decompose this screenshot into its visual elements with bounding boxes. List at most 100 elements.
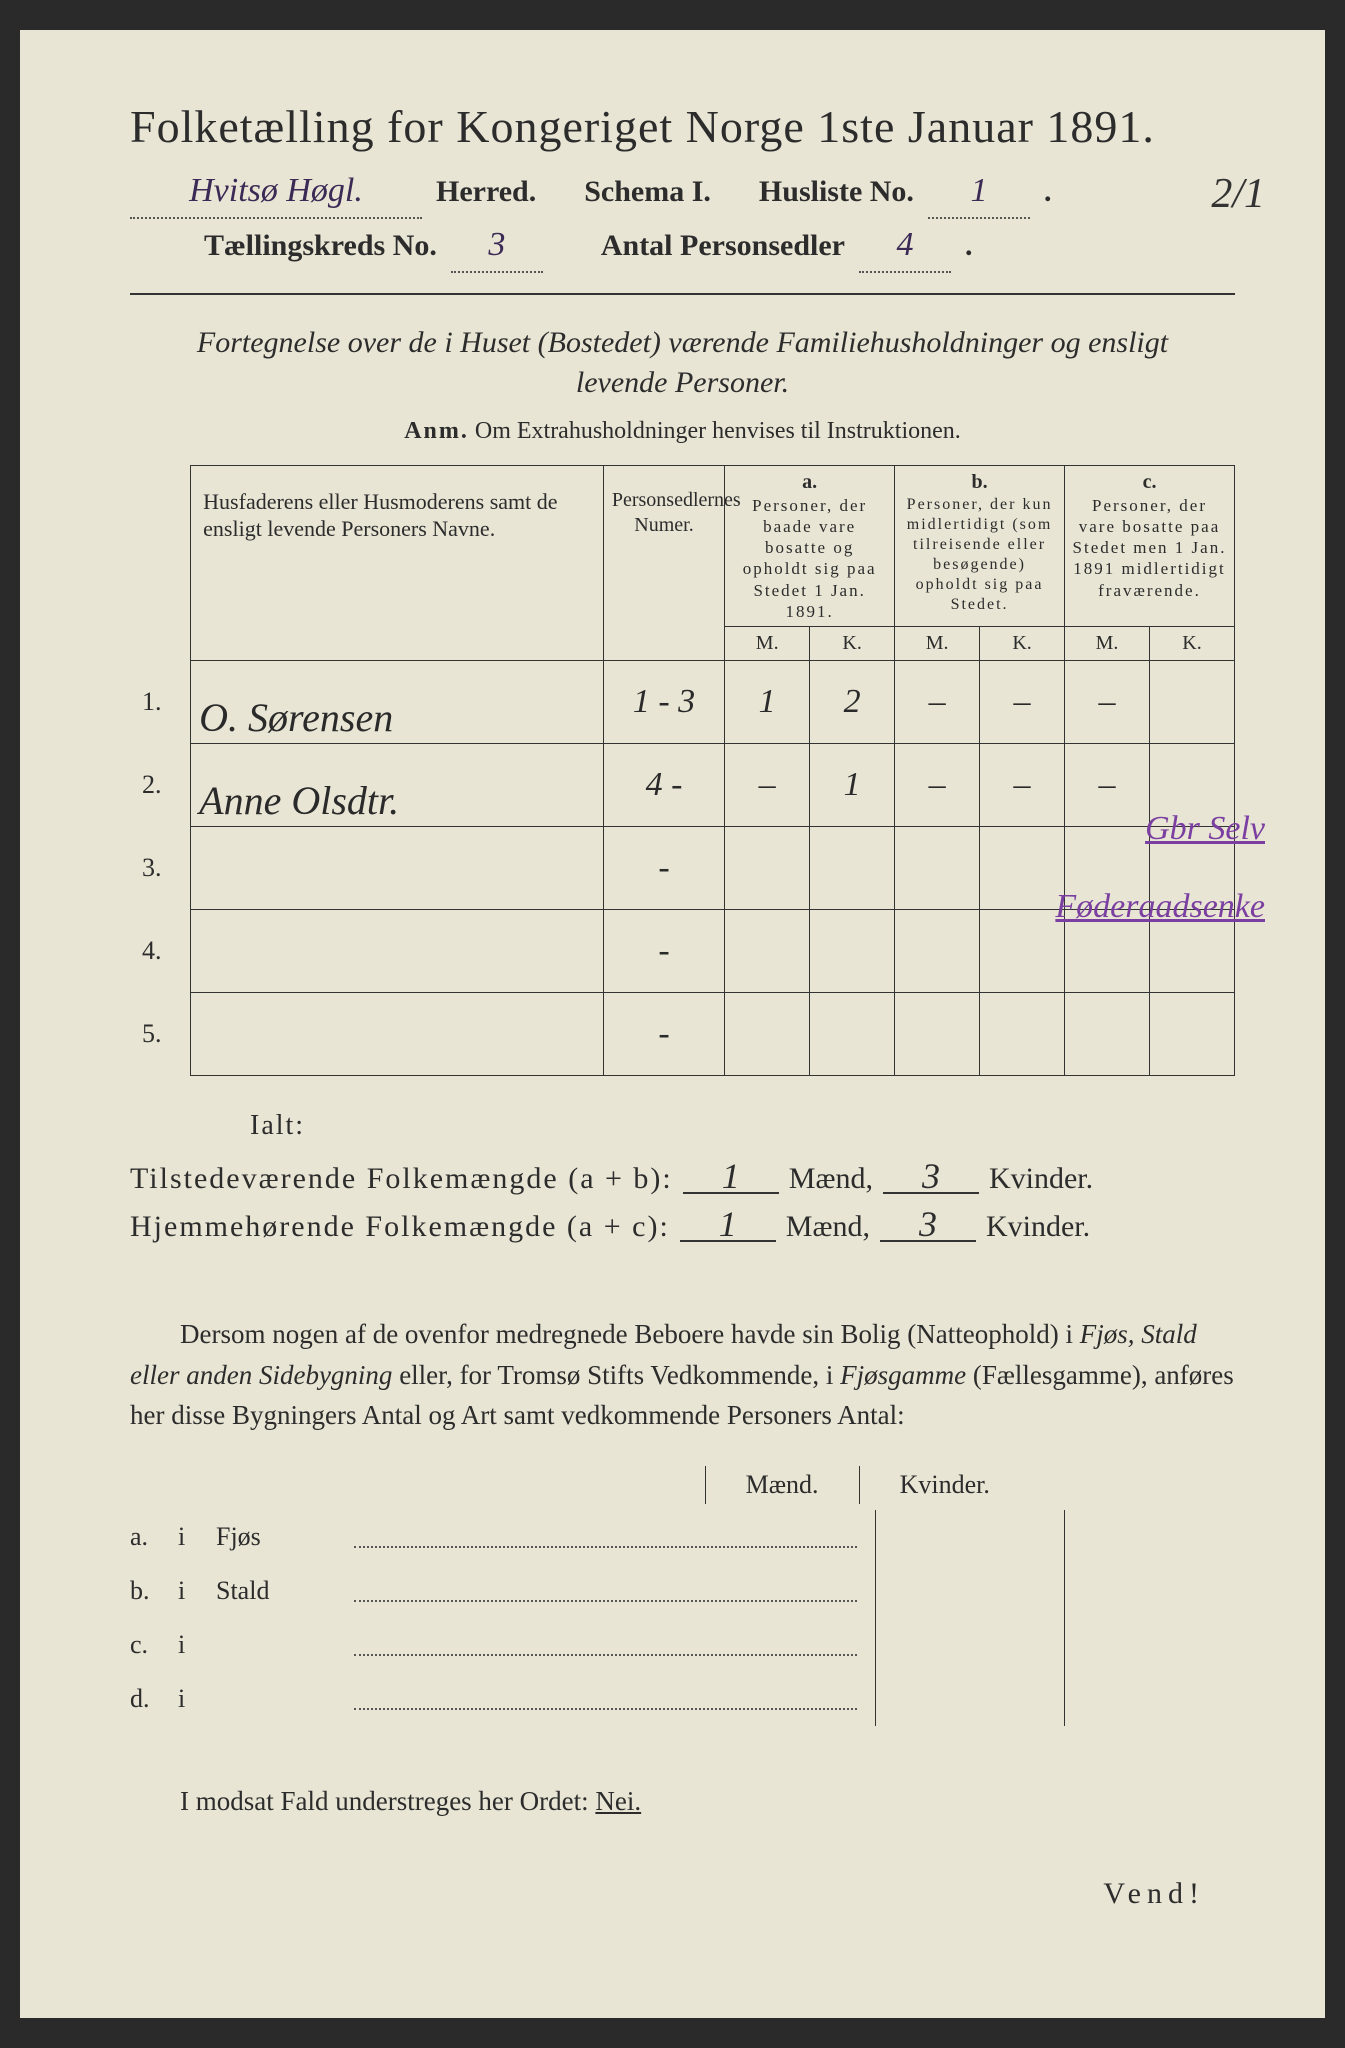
row-number: 4. xyxy=(130,910,191,993)
row-b-m xyxy=(895,910,980,993)
side-row-k-cell xyxy=(1064,1672,1235,1726)
row-b-m xyxy=(895,993,980,1076)
document-paper: 2/1 Folketælling for Kongeriget Norge 1s… xyxy=(20,30,1325,2018)
totals2-m: 1 xyxy=(680,1208,776,1242)
row-b-k xyxy=(980,827,1065,910)
row-number: 1. xyxy=(130,661,191,744)
side-m-label: Mænd. xyxy=(705,1466,859,1504)
col-b-m: M. xyxy=(895,627,980,661)
row-a-m: 1 xyxy=(725,661,810,744)
row-b-m xyxy=(895,827,980,910)
margin-note: Gbr Selv xyxy=(1145,810,1265,848)
row-num: 4 - xyxy=(603,744,724,827)
col-a-header: a. Personer, der baade vare bosatte og o… xyxy=(725,465,895,627)
row-b-m: – xyxy=(895,661,980,744)
col-c-header: c. Personer, der vare bosatte paa Stedet… xyxy=(1065,465,1235,627)
census-table: Husfaderens eller Husmoderens samt de en… xyxy=(130,465,1235,1077)
row-a-k xyxy=(810,993,895,1076)
row-b-k xyxy=(980,910,1065,993)
husliste-value: 1 xyxy=(928,176,1030,219)
row-c-k xyxy=(1149,661,1234,744)
table-row: 1.O. Sørensen1 - 312––– xyxy=(130,661,1235,744)
row-b-k: – xyxy=(980,661,1065,744)
totals2-k: 3 xyxy=(880,1208,976,1242)
side-row-dots xyxy=(354,1633,857,1656)
row-name xyxy=(191,910,604,993)
row-num: - xyxy=(603,827,724,910)
side-row-label: Stald xyxy=(216,1576,336,1606)
side-row-dots xyxy=(354,1579,857,1602)
totals2-label: Hjemmehørende Folkemængde (a + c): xyxy=(130,1210,670,1244)
herred-label: Herred. xyxy=(436,175,536,209)
col-c-m: M. xyxy=(1065,627,1150,661)
col-name-header: Husfaderens eller Husmoderens samt de en… xyxy=(191,465,604,661)
row-num: - xyxy=(603,993,724,1076)
side-row-m-cell xyxy=(875,1510,1046,1564)
maend-label: Mænd, xyxy=(789,1162,873,1196)
row-c-k xyxy=(1149,993,1234,1076)
totals1-label: Tilstedeværende Folkemængde (a + b): xyxy=(130,1162,673,1196)
corner-mark: 2/1 xyxy=(1211,170,1265,218)
side-table-header: Mænd. Kvinder. xyxy=(705,1466,1235,1504)
col-a-m: M. xyxy=(725,627,810,661)
side-row-k-cell xyxy=(1064,1510,1235,1564)
side-row-k-cell xyxy=(1064,1618,1235,1672)
table-row: 5. - xyxy=(130,993,1235,1076)
header-line-2: Hvitsø Høgl. Herred. Schema I. Husliste … xyxy=(130,175,1235,219)
side-row-m-cell xyxy=(875,1618,1046,1672)
row-a-k: 1 xyxy=(810,744,895,827)
totals-line-1: Tilstedeværende Folkemængde (a + b): 1 M… xyxy=(130,1160,1235,1196)
side-list-row: a.iFjøs xyxy=(130,1510,1235,1564)
subtitle: Fortegnelse over de i Huset (Bostedet) v… xyxy=(170,323,1195,404)
row-a-m xyxy=(725,993,810,1076)
side-row-i: i xyxy=(178,1630,198,1660)
kvinder-label-2: Kvinder. xyxy=(986,1210,1090,1244)
row-b-k: – xyxy=(980,744,1065,827)
kvinder-label: Kvinder. xyxy=(989,1162,1093,1196)
row-name: O. Sørensen xyxy=(191,661,604,744)
kreds-value: 3 xyxy=(451,230,543,273)
nei-word: Nei. xyxy=(595,1786,641,1816)
row-b-k xyxy=(980,993,1065,1076)
row-a-k xyxy=(810,827,895,910)
side-row-i: i xyxy=(178,1684,198,1714)
row-name: Anne Olsdtr. xyxy=(191,744,604,827)
col-b-k: K. xyxy=(980,627,1065,661)
row-number: 5. xyxy=(130,993,191,1076)
col-a-k: K. xyxy=(810,627,895,661)
page-wrap: 2/1 Folketælling for Kongeriget Norge 1s… xyxy=(0,0,1345,2048)
maend-label-2: Mænd, xyxy=(786,1210,870,1244)
side-row-m-cell xyxy=(875,1564,1046,1618)
totals-line-2: Hjemmehørende Folkemængde (a + c): 1 Mæn… xyxy=(130,1208,1235,1244)
vend-label: Vend! xyxy=(130,1877,1235,1911)
row-num: 1 - 3 xyxy=(603,661,724,744)
antal-label: Antal Personsedler xyxy=(601,229,845,263)
row-number: 3. xyxy=(130,827,191,910)
col-c-k: K. xyxy=(1149,627,1234,661)
anm-lead: Anm. xyxy=(404,418,469,444)
husliste-label: Husliste No. xyxy=(759,175,914,209)
page-title: Folketælling for Kongeriget Norge 1ste J… xyxy=(130,100,1235,153)
side-building-paragraph: Dersom nogen af de ovenfor medregnede Be… xyxy=(130,1314,1235,1436)
side-list-row: d.i xyxy=(130,1672,1235,1726)
col-num-header: Personsedlernes Numer. xyxy=(603,465,724,661)
herred-value: Hvitsø Høgl. xyxy=(130,176,422,219)
side-row-dots xyxy=(354,1687,857,1710)
side-row-dots xyxy=(354,1525,857,1548)
totals1-m: 1 xyxy=(683,1160,779,1194)
row-c-m: – xyxy=(1065,661,1150,744)
side-row-letter: a. xyxy=(130,1522,160,1552)
side-list-row: b.iStald xyxy=(130,1564,1235,1618)
anm-text: Om Extrahusholdninger henvises til Instr… xyxy=(475,418,961,444)
row-number: 2. xyxy=(130,744,191,827)
col-b-header: b. Personer, der kun midlertidigt (som t… xyxy=(895,465,1065,627)
table-row: 2.Anne Olsdtr.4 -–1––– xyxy=(130,744,1235,827)
footer-line: I modsat Fald understreges her Ordet: Ne… xyxy=(130,1786,1235,1817)
row-a-m xyxy=(725,827,810,910)
antal-value: 4 xyxy=(859,230,951,273)
side-k-label: Kvinder. xyxy=(859,1466,1030,1504)
row-c-m: – xyxy=(1065,744,1150,827)
totals1-k: 3 xyxy=(883,1160,979,1194)
margin-note: Føderaadsenke xyxy=(1055,888,1265,926)
row-name xyxy=(191,993,604,1076)
